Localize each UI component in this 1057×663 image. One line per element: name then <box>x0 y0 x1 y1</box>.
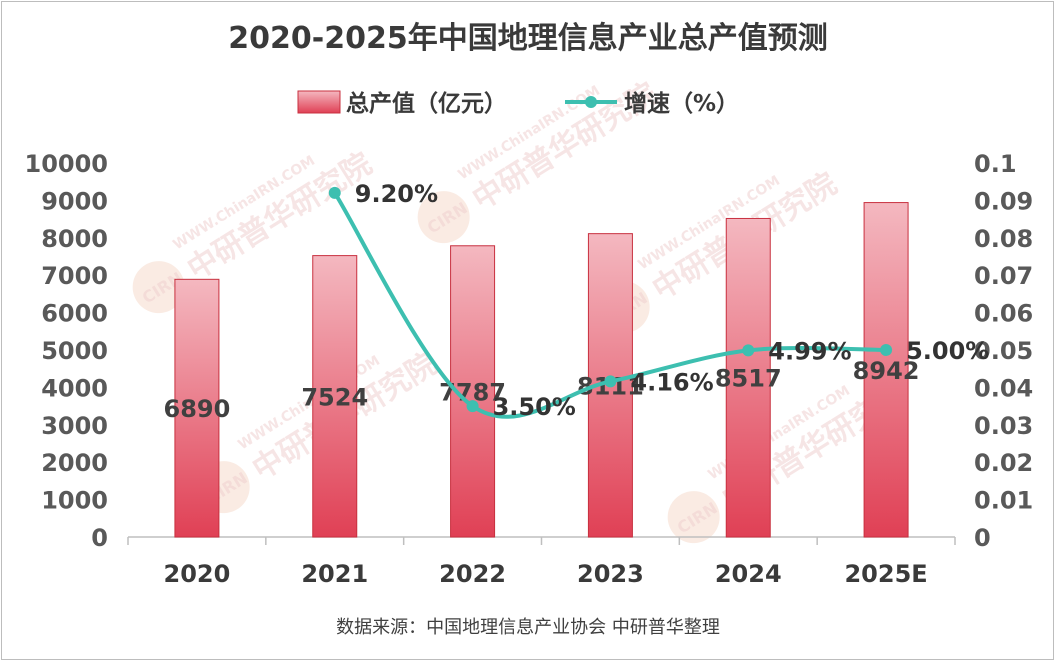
bar <box>725 217 771 538</box>
y-right-tick-label: 0.06 <box>974 300 1033 328</box>
line-data-label: 4.99% <box>768 337 851 365</box>
line-point <box>880 344 893 356</box>
line-data-label: 3.50% <box>493 393 576 421</box>
watermark-layer: WWW.ChinaIRN.COM中研普华研究院CIRNWWW.ChinaIRN.… <box>132 76 913 544</box>
line-point <box>328 186 341 199</box>
line-data-label: 4.16% <box>630 368 713 396</box>
legend: 总产值（亿元） 增速（%） <box>297 90 739 117</box>
line-point <box>604 375 617 388</box>
y-right-tick-label: 0.04 <box>974 374 1033 402</box>
legend-line-label: 增速（%） <box>624 90 739 117</box>
y-left-tick-label: 3000 <box>41 412 108 440</box>
y-left-tick-label: 6000 <box>41 300 108 328</box>
bar <box>312 255 358 538</box>
bar-data-label: 8517 <box>715 365 782 393</box>
bar-data-labels: 689075247787811185178942 <box>164 357 920 423</box>
watermark-logo-icon <box>667 491 720 544</box>
axes: 0 1000 2000 3000 4000 5000 6000 7000 8000 9000 100… <box>25 150 1034 588</box>
y-left-tick-label: 1000 <box>41 487 108 515</box>
watermark-logo-icon <box>417 191 470 244</box>
line-point <box>742 344 755 357</box>
bar-series <box>174 202 909 538</box>
x-tick-label: 2024 <box>715 560 782 588</box>
bar-data-label: 6890 <box>164 395 231 423</box>
line-point <box>466 400 479 413</box>
y-right-tick-label: 0.07 <box>974 262 1033 290</box>
chart-title: 2020-2025年中国地理信息产业总产值预测 <box>228 21 827 56</box>
line-data-label: 9.20% <box>355 180 438 208</box>
line-data-label: 5.00% <box>906 337 989 365</box>
y-left-tick-label: 4000 <box>41 374 108 402</box>
line-series: 9.20% 3.50% 4.16% 4.99% 5.00% <box>328 180 989 421</box>
y-right-tick-label: 0.03 <box>974 412 1033 440</box>
y-left-tick-label: 10000 <box>25 150 109 178</box>
x-tick-label: 2021 <box>301 560 368 588</box>
y-left-tick-label: 5000 <box>41 337 108 365</box>
source-note: 数据来源：中国地理信息产业协会 中研普华整理 <box>336 617 720 638</box>
legend-bar-label: 总产值（亿元） <box>346 90 507 117</box>
y-right-tick-label: 0.09 <box>974 187 1033 215</box>
y-right-tick-label: 0 <box>974 524 991 552</box>
y-right-tick-label: 0.01 <box>974 487 1033 515</box>
bar-data-label: 7524 <box>301 383 368 411</box>
x-tick-label: 2023 <box>577 560 644 588</box>
bar <box>174 278 220 538</box>
y-left-tick-label: 8000 <box>41 225 108 253</box>
bar <box>863 202 909 538</box>
y-right-tick-label: 0.05 <box>974 337 1033 365</box>
y-left-tick-label: 0 <box>91 524 108 552</box>
y-left-tick-label: 7000 <box>41 262 108 290</box>
bar-data-label: 8942 <box>853 357 920 385</box>
bar <box>450 245 496 538</box>
y-left-tick-label: 9000 <box>41 187 108 215</box>
y-right-tick-label: 0.1 <box>974 150 1017 178</box>
legend-bar-swatch <box>297 90 341 114</box>
x-tick-label: 2022 <box>439 560 506 588</box>
y-right-tick-label: 0.08 <box>974 225 1033 253</box>
x-tick-label: 2025E <box>844 560 927 588</box>
legend-line-marker <box>585 96 597 108</box>
y-left-tick-label: 2000 <box>41 449 108 477</box>
x-tick-label: 2020 <box>164 560 231 588</box>
y-right-tick-label: 0.02 <box>974 449 1033 477</box>
growth-line <box>333 191 887 419</box>
watermark-logo-icon <box>132 261 185 314</box>
